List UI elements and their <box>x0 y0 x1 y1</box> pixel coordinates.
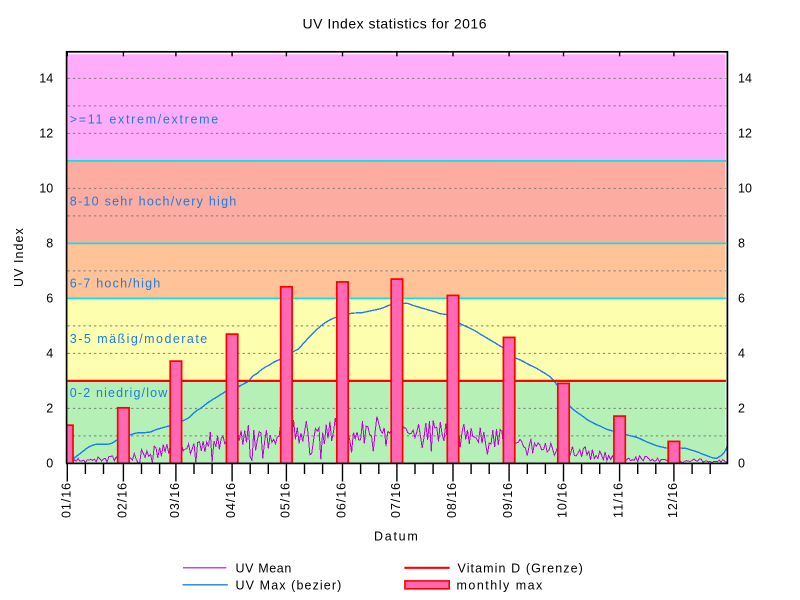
svg-text:12/16: 12/16 <box>666 482 680 518</box>
svg-text:>=11 extrem/extreme: >=11 extrem/extreme <box>70 112 220 126</box>
svg-text:UV Max (bezier): UV Max (bezier) <box>236 578 343 592</box>
svg-text:Datum: Datum <box>374 530 419 544</box>
svg-text:4: 4 <box>46 347 53 361</box>
svg-text:6: 6 <box>46 292 53 306</box>
svg-text:02/16: 02/16 <box>115 482 129 518</box>
svg-text:0-2 niedrig/low: 0-2 niedrig/low <box>70 386 169 400</box>
svg-text:10: 10 <box>39 182 53 196</box>
svg-text:3-5 mäßig/moderate: 3-5 mäßig/moderate <box>70 332 209 346</box>
svg-text:10: 10 <box>738 182 752 196</box>
svg-text:8-10 sehr hoch/very high: 8-10 sehr hoch/very high <box>70 194 238 208</box>
svg-text:UV Index statistics for 2016: UV Index statistics for 2016 <box>303 16 487 32</box>
svg-text:UV Mean: UV Mean <box>236 561 293 575</box>
svg-text:14: 14 <box>738 72 752 86</box>
svg-text:6-7 hoch/high: 6-7 hoch/high <box>70 276 162 290</box>
svg-text:2: 2 <box>738 402 745 416</box>
svg-text:UV Index: UV Index <box>12 227 26 287</box>
svg-text:05/16: 05/16 <box>278 482 292 518</box>
svg-text:09/16: 09/16 <box>501 482 515 518</box>
svg-text:8: 8 <box>738 237 745 251</box>
svg-text:8: 8 <box>46 237 53 251</box>
svg-text:03/16: 03/16 <box>168 482 182 518</box>
svg-text:4: 4 <box>738 347 745 361</box>
svg-text:monthly max: monthly max <box>457 578 544 592</box>
svg-text:Vitamin D (Grenze): Vitamin D (Grenze) <box>458 561 585 575</box>
svg-text:08/16: 08/16 <box>445 482 459 518</box>
svg-text:11/16: 11/16 <box>612 482 626 518</box>
svg-text:0: 0 <box>46 457 53 471</box>
svg-text:2: 2 <box>46 402 53 416</box>
svg-text:01/16: 01/16 <box>59 482 73 518</box>
svg-text:0: 0 <box>738 457 745 471</box>
svg-text:12: 12 <box>39 127 53 141</box>
svg-text:6: 6 <box>738 292 745 306</box>
svg-text:12: 12 <box>738 127 752 141</box>
svg-text:06/16: 06/16 <box>335 482 349 518</box>
svg-text:14: 14 <box>39 72 53 86</box>
svg-text:10/16: 10/16 <box>556 482 570 518</box>
svg-text:04/16: 04/16 <box>224 482 238 518</box>
svg-text:07/16: 07/16 <box>389 482 403 518</box>
